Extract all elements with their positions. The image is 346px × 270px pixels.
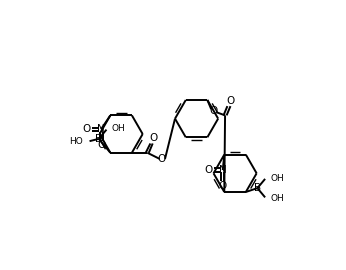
Text: O: O bbox=[226, 96, 235, 106]
Text: O: O bbox=[219, 181, 227, 191]
Text: O: O bbox=[82, 124, 91, 134]
Text: N: N bbox=[219, 165, 227, 175]
Text: N: N bbox=[97, 124, 105, 134]
Text: O: O bbox=[204, 165, 212, 175]
Text: B: B bbox=[95, 134, 102, 144]
Text: O: O bbox=[209, 106, 218, 116]
Text: O: O bbox=[158, 154, 166, 164]
Text: O: O bbox=[97, 140, 105, 150]
Text: HO: HO bbox=[69, 137, 83, 146]
Text: OH: OH bbox=[271, 194, 284, 203]
Text: OH: OH bbox=[271, 174, 284, 183]
Text: OH: OH bbox=[112, 124, 126, 133]
Text: B: B bbox=[254, 183, 261, 193]
Text: O: O bbox=[149, 133, 157, 143]
